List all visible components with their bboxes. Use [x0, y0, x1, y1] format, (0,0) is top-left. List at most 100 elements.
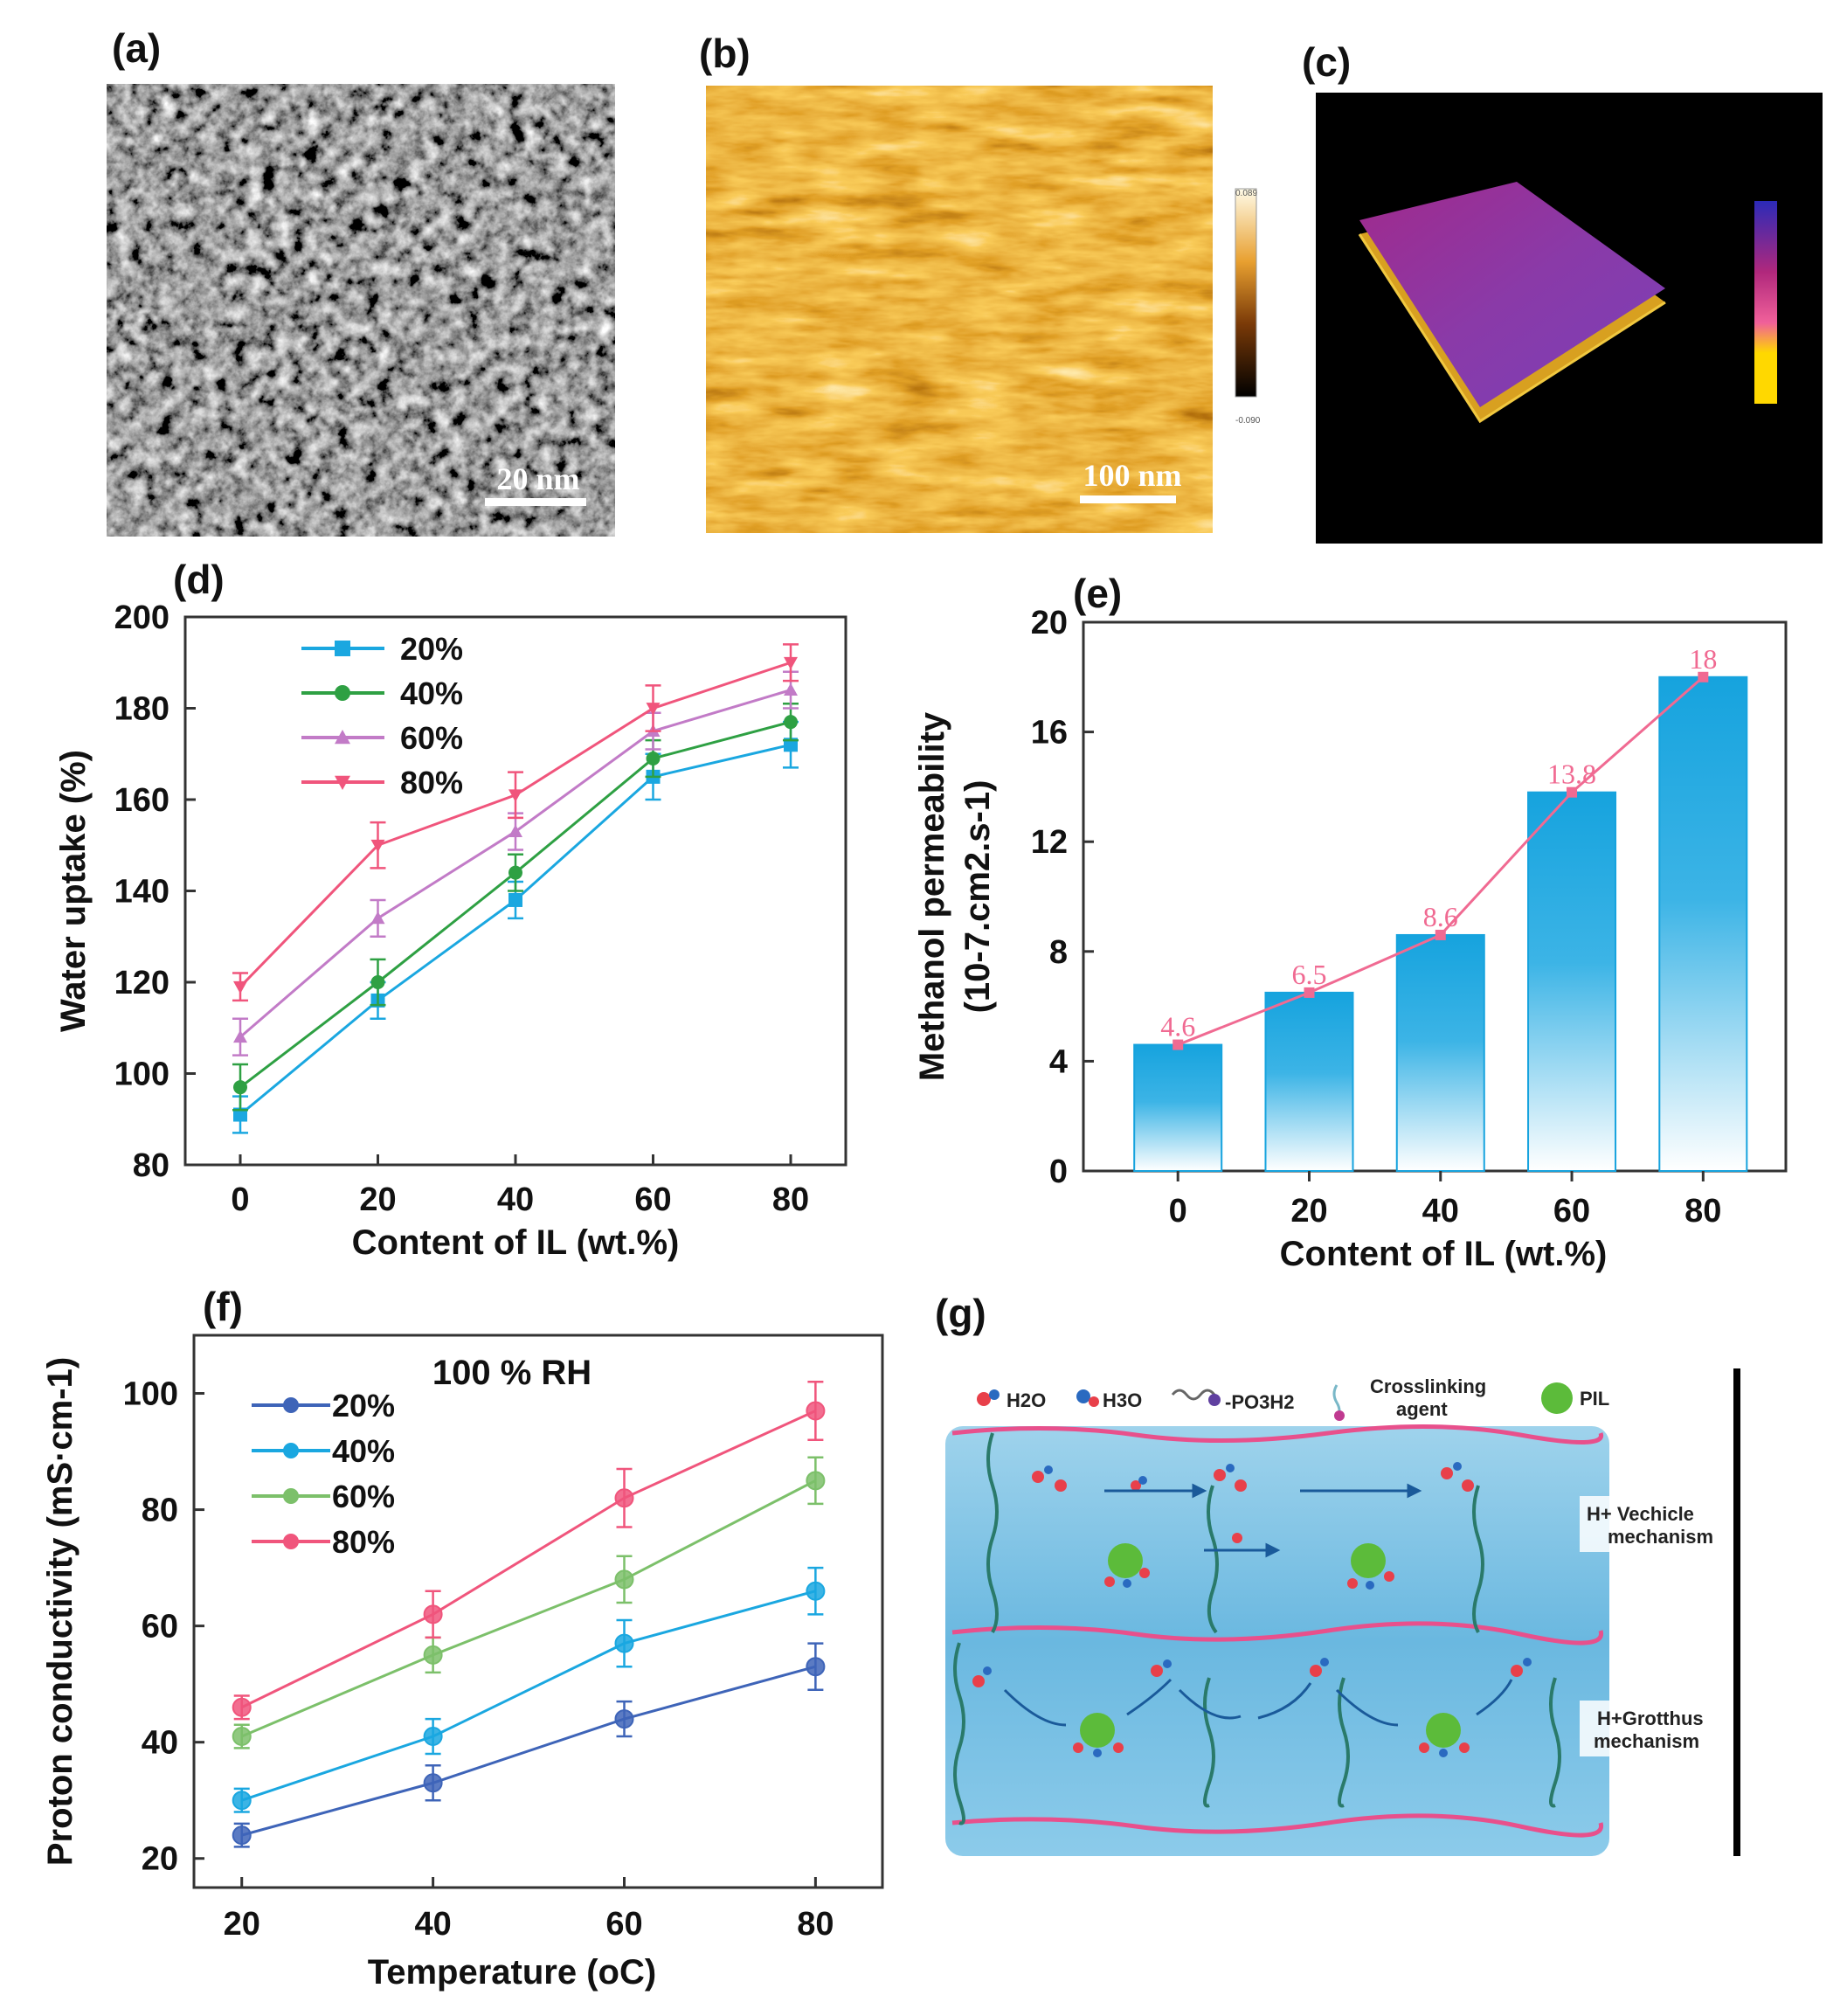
x-tick-label: 80: [797, 1906, 834, 1943]
afm-scale-bar: [1080, 495, 1176, 503]
series-line: [241, 1665, 816, 1837]
data-point: [233, 1080, 247, 1095]
trend-point: [1173, 1039, 1184, 1050]
y-tick-label: 200: [114, 599, 169, 636]
y-tick-label: 100: [114, 1056, 169, 1093]
series-line: [241, 1410, 817, 1709]
y-tick-label: 40: [142, 1725, 178, 1762]
y-tick-label: 180: [114, 691, 169, 728]
x-tick-label: 20: [1290, 1193, 1327, 1230]
x-tick-label: 20: [224, 1906, 260, 1943]
trend-point: [1304, 987, 1315, 998]
scheme-background: [945, 1426, 1609, 1856]
y-tick-label: 120: [114, 965, 169, 1001]
x-tick-label: 60: [605, 1906, 642, 1943]
afm-image: 100 nm 0.089 -0.090: [706, 86, 1261, 533]
polymer-chain-middle: [951, 1621, 1604, 1645]
legend-label: 20%: [332, 1388, 395, 1424]
y-tick-label: 12: [1031, 824, 1068, 861]
legend-label: 20%: [400, 631, 463, 667]
legend-crosslinking-2: agent: [1396, 1398, 1448, 1420]
data-point: [806, 1471, 826, 1491]
polymer-chain-top: [951, 1424, 1604, 1445]
y-axis-title-line1: Methanol permeability: [913, 711, 951, 1081]
legend-label: 40%: [400, 675, 463, 711]
data-point: [614, 1709, 634, 1729]
afm-colorbar-min: -0.090: [1235, 416, 1261, 426]
x-tick-label: 0: [231, 1181, 249, 1218]
series-20pct: [232, 1642, 826, 1848]
tem-scale-bar-label: 20 nm: [496, 461, 579, 496]
afm-3d-image: [1316, 93, 1823, 544]
x-tick-label: 40: [1422, 1193, 1459, 1230]
data-point: [508, 865, 522, 880]
bar-0: [1133, 1043, 1223, 1173]
y-tick-label: 100: [123, 1376, 178, 1413]
data-point: [232, 1791, 252, 1811]
legend-po3h2: -PO3H2: [1225, 1391, 1294, 1413]
pil-sphere: [1351, 1543, 1386, 1578]
bar-80: [1658, 675, 1748, 1172]
data-point: [423, 1604, 443, 1625]
data-point: [508, 892, 522, 907]
legend-marker: [335, 730, 350, 745]
bar-40: [1395, 933, 1485, 1172]
data-point: [614, 1569, 634, 1590]
legend-marker: [283, 1534, 299, 1549]
panel-label-f: (f): [203, 1284, 243, 1329]
panel-label-a: (a): [112, 25, 162, 71]
data-point: [614, 1488, 634, 1508]
bar-60: [1527, 791, 1617, 1172]
pil-sphere: [1080, 1713, 1115, 1748]
panel-label-b: (b): [699, 31, 751, 76]
series-60pct: [232, 1456, 826, 1749]
data-point: [233, 980, 247, 994]
y-tick-label: 80: [142, 1493, 178, 1529]
x-tick-label: 0: [1169, 1193, 1187, 1230]
series-line: [241, 1590, 816, 1802]
data-point: [646, 703, 661, 716]
legend-h2o: H2O: [1007, 1389, 1046, 1411]
data-point: [232, 1727, 252, 1747]
chart-d-water-uptake: 80 100 120 140 160 180 200 0 20 40 60 80 Content of …: [54, 599, 847, 1262]
y-axis-title-line2: (10-7.cm2.s-1): [958, 780, 997, 1014]
series-80pct: [232, 643, 799, 1002]
trend-point: [1567, 786, 1578, 798]
series-40pct: [232, 1566, 826, 1813]
legend-marker: [283, 1443, 299, 1458]
trend-point: [1698, 671, 1709, 682]
series-80pct: [232, 1380, 826, 1721]
legend-marker: [335, 685, 350, 701]
x-tick-label: 20: [359, 1181, 396, 1218]
y-tick-label: 160: [114, 782, 169, 819]
y-tick-label: 16: [1031, 715, 1068, 752]
pil-sphere: [1108, 1543, 1143, 1578]
height-colorbar: [1754, 201, 1777, 404]
x-axis-title: Content of IL (wt.%): [352, 1223, 680, 1262]
legend-crosslinking-1: Crosslinking: [1370, 1375, 1486, 1397]
afm-scale-bar-label: 100 nm: [1083, 458, 1181, 493]
grotthus-mechanism-line1: H+Grotthus: [1597, 1708, 1704, 1729]
afm-colorbar: [1235, 188, 1257, 398]
panel-label-c: (c): [1302, 39, 1352, 85]
y-tick-label: 140: [114, 874, 169, 911]
legend-pil: PIL: [1580, 1388, 1609, 1410]
bar-20: [1264, 991, 1354, 1173]
legend-label: 60%: [332, 1479, 395, 1514]
y-tick-label: 20: [142, 1841, 178, 1878]
x-axis-title: Content of IL (wt.%): [1280, 1235, 1608, 1273]
legend-marker: [335, 775, 350, 790]
data-point: [784, 656, 798, 670]
y-tick-label: 80: [133, 1147, 169, 1184]
series-line: [241, 1479, 817, 1738]
bar-value-label: 4.6: [1160, 1011, 1195, 1043]
tem-scale-bar: [485, 498, 586, 506]
x-tick-label: 40: [414, 1906, 451, 1943]
data-point: [232, 1825, 252, 1846]
x-tick-label: 40: [497, 1181, 534, 1218]
x-tick-label: 80: [1684, 1193, 1721, 1230]
mechanism-scheme: H2O H3O -PO3H2 Crosslinking agent PIL: [945, 1368, 1740, 1856]
bar-value-label: 18: [1689, 643, 1717, 675]
y-tick-label: 4: [1049, 1043, 1068, 1080]
